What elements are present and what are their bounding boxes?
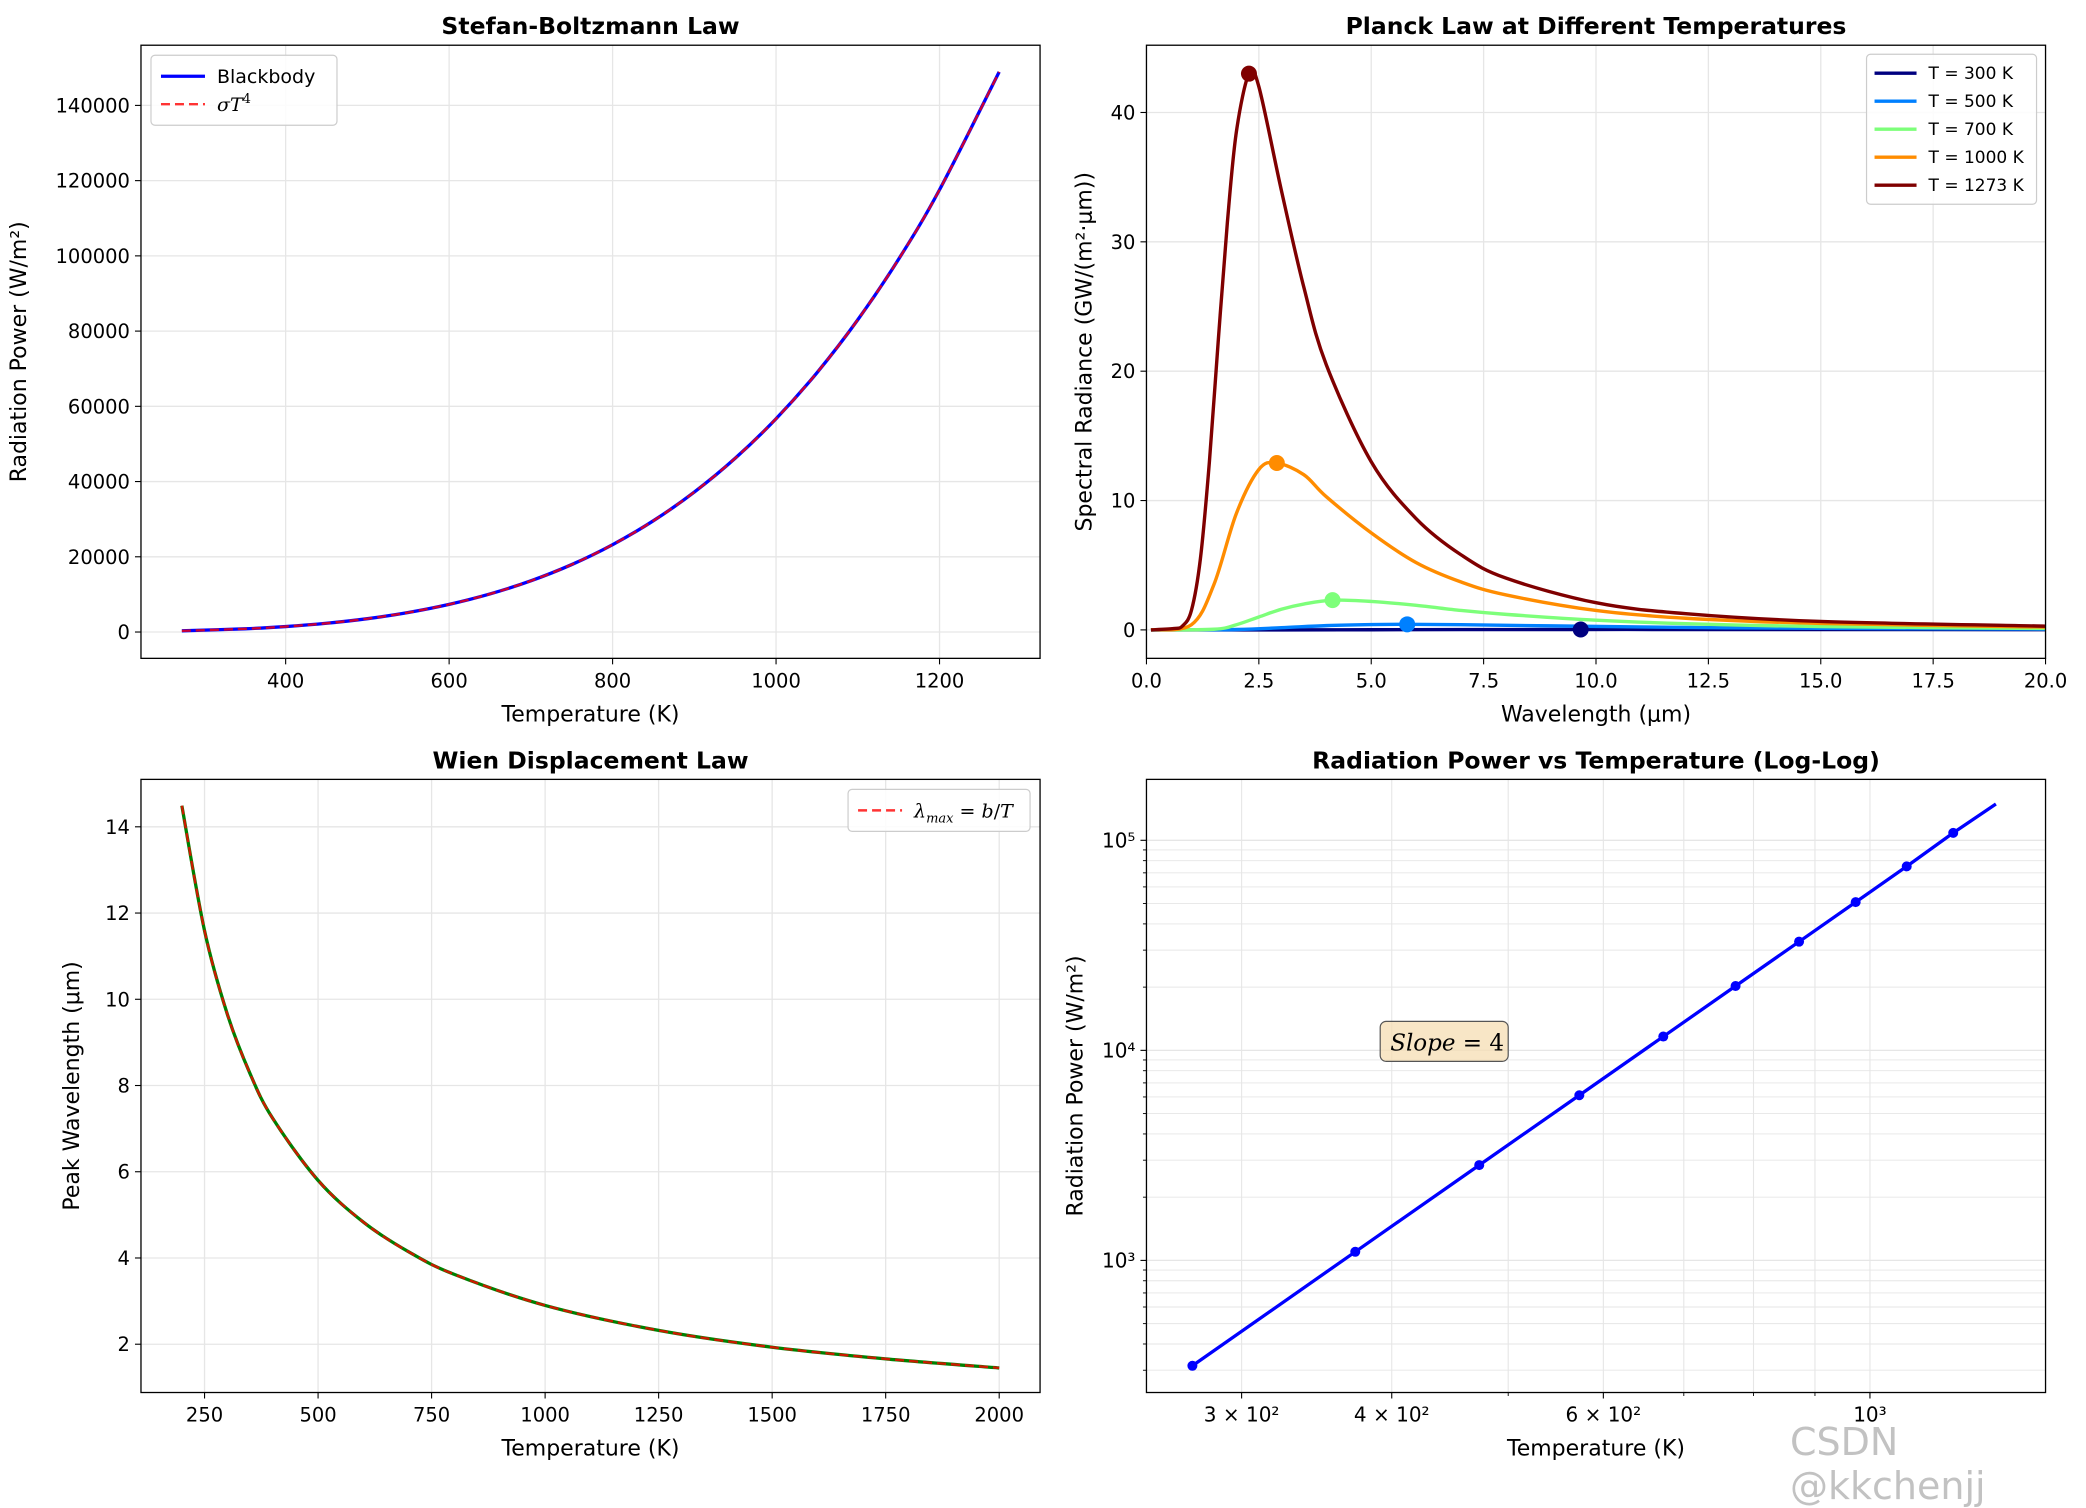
- x-tick-label: 20.0: [2024, 669, 2067, 692]
- y-tick-label: 100000: [56, 245, 130, 268]
- y-tick-label: 120000: [56, 170, 130, 193]
- data-point: [1474, 1160, 1484, 1170]
- annotation-text: Slope = 4: [1390, 1030, 1504, 1056]
- legend-label: Blackbody: [217, 66, 315, 88]
- x-tick-label: 400: [267, 669, 304, 692]
- chart-title: Wien Displacement Law: [432, 746, 748, 774]
- x-tick-label: 2000: [974, 1404, 1024, 1427]
- legend: λmax = b/T: [848, 789, 1030, 831]
- x-tick-label: 5.0: [1356, 669, 1387, 692]
- y-tick-label: 12: [105, 902, 130, 925]
- x-tick-label: 15.0: [1799, 669, 1842, 692]
- x-axis-label: Temperature (K): [1506, 1437, 1685, 1462]
- x-tick-label: 7.5: [1468, 669, 1499, 692]
- y-tick-label: 14: [105, 816, 130, 839]
- y-tick-label: 20: [1111, 360, 1136, 383]
- peak-marker: [1325, 592, 1341, 608]
- y-tick-label: 6: [118, 1161, 130, 1184]
- chart-title: Stefan-Boltzmann Law: [441, 12, 739, 40]
- x-tick-label: 600: [431, 669, 468, 692]
- plot-area: [141, 45, 1040, 658]
- x-tick-label: 4 × 10²: [1354, 1403, 1430, 1427]
- y-tick-label: 10⁵: [1102, 828, 1135, 852]
- x-tick-label: 750: [413, 1404, 450, 1427]
- x-tick-label: 1750: [861, 1404, 911, 1427]
- peak-marker: [1269, 455, 1285, 471]
- y-tick-label: 0: [1123, 619, 1135, 642]
- x-tick-label: 250: [186, 1404, 223, 1427]
- legend-label: T = 500 K: [1928, 92, 2014, 112]
- x-tick-label: 12.5: [1687, 669, 1730, 692]
- y-tick-label: 10³: [1102, 1248, 1135, 1272]
- data-point: [1948, 828, 1958, 838]
- peak-marker: [1241, 66, 1257, 82]
- x-tick-label: 1000: [520, 1404, 570, 1427]
- data-point: [1350, 1247, 1360, 1257]
- plot-area: [1146, 779, 2045, 1392]
- x-axis-label: Wavelength (μm): [1501, 702, 1691, 727]
- slope-annotation: Slope = 4: [1380, 1021, 1508, 1061]
- data-point: [1187, 1361, 1197, 1371]
- data-point: [1902, 861, 1912, 871]
- x-tick-label: 6 × 10²: [1566, 1403, 1642, 1427]
- x-tick-label: 3 × 10²: [1204, 1403, 1280, 1427]
- y-axis-label: Radiation Power (W/m²): [7, 221, 32, 482]
- y-tick-label: 0: [118, 621, 130, 644]
- chart-1: 400 600 800 1000 1200 0 20000 40000 60000 80000 10…: [7, 12, 1040, 727]
- y-tick-label: 40: [1111, 101, 1136, 124]
- x-tick-label: 1250: [634, 1404, 684, 1427]
- chart-3: 250 500 750 1000 1250 1500 1750 2000 2 4 6 8 10 12 14 W…: [60, 746, 1040, 1461]
- x-tick-label: 0.0: [1131, 669, 1162, 692]
- y-tick-label: 80000: [68, 320, 130, 343]
- y-tick-label: 2: [118, 1333, 130, 1356]
- y-axis-label: Spectral Radiance (GW/(m²·μm)): [1072, 172, 1097, 531]
- chart-title: Planck Law at Different Temperatures: [1346, 12, 1847, 40]
- legend-label: T = 1000 K: [1928, 148, 2025, 168]
- x-tick-label: 1200: [915, 669, 965, 692]
- data-point: [1658, 1032, 1668, 1042]
- y-tick-label: 10⁴: [1102, 1038, 1135, 1062]
- data-point: [1574, 1090, 1584, 1100]
- y-tick-label: 10: [1111, 490, 1136, 513]
- data-point: [1851, 897, 1861, 907]
- watermark: CSDN @kkchenjj: [1790, 1420, 2086, 1508]
- y-tick-label: 8: [118, 1075, 130, 1098]
- legend-label: T = 1273 K: [1928, 176, 2025, 196]
- y-axis-label: Radiation Power (W/m²): [1063, 955, 1088, 1216]
- legend-label: T = 700 K: [1928, 120, 2014, 140]
- chart-2: 0.0 2.5 5.0 7.5 10.0 12.5 15.0 17.5 20.0 0 10 20 30 4…: [1072, 12, 2067, 727]
- x-tick-label: 17.5: [1911, 669, 1954, 692]
- x-axis-label: Temperature (K): [501, 1437, 680, 1462]
- y-axis-label: Peak Wavelength (μm): [60, 961, 85, 1210]
- y-tick-label: 60000: [68, 395, 130, 418]
- data-point: [1731, 981, 1741, 991]
- chart-title: Radiation Power vs Temperature (Log-Log): [1312, 746, 1880, 774]
- y-tick-label: 4: [118, 1247, 130, 1270]
- y-tick-label: 140000: [56, 94, 130, 117]
- x-tick-label: 1500: [747, 1404, 797, 1427]
- data-point: [1794, 937, 1804, 947]
- y-tick-label: 20000: [68, 546, 130, 569]
- x-axis-label: Temperature (K): [501, 702, 680, 727]
- x-tick-label: 10.0: [1574, 669, 1617, 692]
- y-tick-label: 30: [1111, 231, 1136, 254]
- legend: T = 300 K T = 500 K T = 700 K T = 1000 K T =…: [1867, 54, 2037, 204]
- legend-label: T = 300 K: [1928, 64, 2014, 84]
- y-tick-label: 40000: [68, 471, 130, 494]
- x-tick-label: 800: [594, 669, 631, 692]
- peak-marker: [1573, 621, 1589, 637]
- x-tick-label: 2.5: [1243, 669, 1274, 692]
- y-tick-label: 10: [105, 988, 130, 1011]
- x-tick-label: 500: [299, 1404, 336, 1427]
- x-tick-label: 1000: [751, 669, 801, 692]
- peak-marker: [1399, 616, 1415, 632]
